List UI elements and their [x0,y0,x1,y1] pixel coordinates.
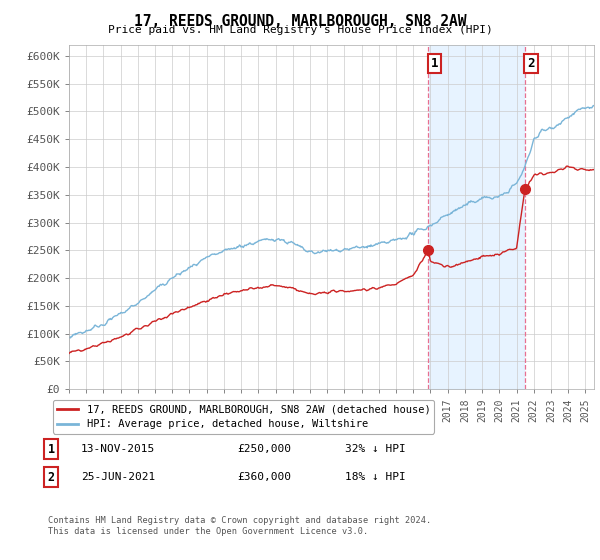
Text: £250,000: £250,000 [237,444,291,454]
Text: 17, REEDS GROUND, MARLBOROUGH, SN8 2AW: 17, REEDS GROUND, MARLBOROUGH, SN8 2AW [134,14,466,29]
Text: Contains HM Land Registry data © Crown copyright and database right 2024.
This d: Contains HM Land Registry data © Crown c… [48,516,431,536]
Text: £360,000: £360,000 [237,472,291,482]
Text: 25-JUN-2021: 25-JUN-2021 [81,472,155,482]
Text: 1: 1 [47,442,55,456]
Legend: 17, REEDS GROUND, MARLBOROUGH, SN8 2AW (detached house), HPI: Average price, det: 17, REEDS GROUND, MARLBOROUGH, SN8 2AW (… [53,400,434,433]
Text: 32% ↓ HPI: 32% ↓ HPI [345,444,406,454]
Text: 18% ↓ HPI: 18% ↓ HPI [345,472,406,482]
Text: Price paid vs. HM Land Registry's House Price Index (HPI): Price paid vs. HM Land Registry's House … [107,25,493,35]
Text: 2: 2 [527,57,535,70]
Text: 1: 1 [431,57,439,70]
Text: 13-NOV-2015: 13-NOV-2015 [81,444,155,454]
Text: 2: 2 [47,470,55,484]
